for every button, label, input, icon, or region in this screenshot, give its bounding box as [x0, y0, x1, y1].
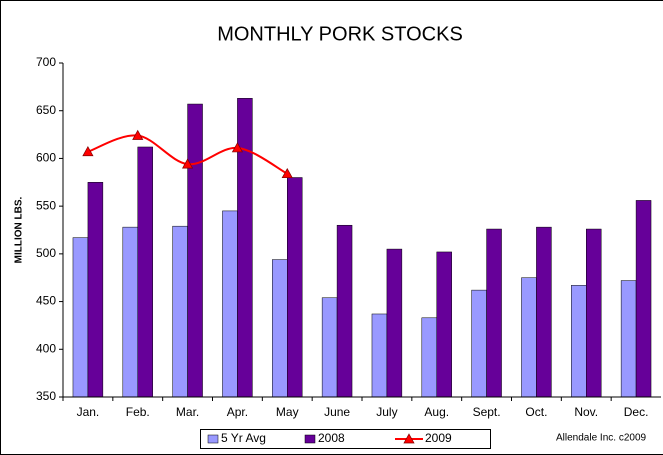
y-tick-label: 600: [36, 151, 56, 165]
legend-label: 5 Yr Avg: [221, 431, 266, 445]
legend-label: 2008: [318, 431, 345, 445]
x-tick-label: Jan.: [77, 405, 100, 419]
line-marker: [281, 167, 293, 179]
y-tick-label: 500: [36, 246, 56, 260]
credit: Allendale Inc. c2009: [556, 433, 647, 444]
x-tick-label: Aug.: [424, 405, 449, 419]
bar: [72, 237, 89, 398]
y-tick-label: 400: [36, 341, 56, 355]
y-tick-label: 450: [36, 294, 56, 308]
bar: [571, 285, 587, 398]
bar: [371, 313, 388, 398]
x-tick-label: Apr.: [227, 405, 248, 419]
x-tick-label: June: [324, 405, 350, 419]
bar: [222, 210, 238, 398]
bar: [321, 297, 338, 398]
bar: [436, 251, 452, 398]
line-marker: [231, 142, 244, 153]
bar: [172, 225, 188, 398]
y-tick-label: 350: [36, 389, 56, 403]
line-marker: [132, 129, 144, 140]
x-tick-label: Sept.: [473, 405, 501, 419]
bar: [536, 226, 552, 398]
bar: [635, 200, 652, 398]
bar: [87, 182, 104, 398]
bar: [386, 248, 403, 398]
x-tick-label: Oct.: [525, 405, 547, 419]
x-tick-label: Nov.: [574, 405, 598, 419]
x-tick-label: Dec.: [624, 405, 649, 419]
y-tick-label: 550: [36, 198, 56, 212]
legend-swatch: [304, 434, 316, 444]
bar: [287, 177, 303, 398]
bar: [272, 259, 288, 398]
bar: [421, 317, 437, 398]
bar: [620, 280, 637, 398]
bar: [486, 228, 502, 398]
line-marker: [82, 146, 94, 157]
x-tick-label: May: [276, 405, 299, 419]
bar: [336, 224, 353, 398]
legend-marker: [403, 433, 415, 444]
bar: [237, 98, 253, 398]
legend-label: 2009: [425, 431, 452, 445]
legend-swatch: [207, 434, 219, 444]
bar: [122, 226, 139, 398]
x-tick-label: Feb.: [126, 405, 150, 419]
x-tick-label: Mar.: [176, 405, 199, 419]
chart-title: MONTHLY PORK STOCKS: [217, 23, 463, 45]
y-axis-label: MILLION LBS.: [14, 196, 25, 263]
bar: [471, 289, 487, 398]
y-tick-label: 700: [36, 55, 56, 69]
bar: [187, 103, 203, 398]
bar: [586, 228, 602, 398]
bar: [521, 277, 537, 398]
line-marker: [181, 158, 194, 169]
y-tick-label: 650: [36, 103, 56, 117]
x-tick-label: July: [376, 405, 397, 419]
legend: [200, 429, 491, 449]
bar: [137, 146, 153, 398]
